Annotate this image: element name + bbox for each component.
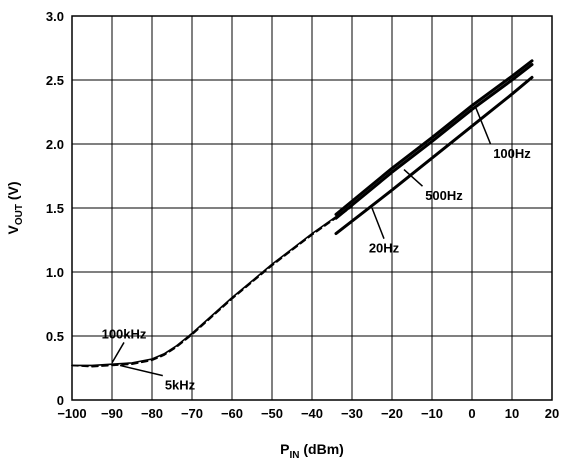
annotation-label: 5kHz <box>165 378 196 393</box>
x-tick-label: 20 <box>545 406 559 421</box>
annotation-leader <box>119 364 163 377</box>
series-line-500hz <box>334 63 534 220</box>
x-axis-label-unit: (dBm) <box>300 441 344 457</box>
y-axis-label-unit: (V) <box>5 181 21 204</box>
y-tick-label: 1.5 <box>46 201 64 216</box>
y-axis: 0 0.5 1.0 1.5 2.0 2.5 3.0 <box>46 9 64 408</box>
y-tick-label: 0 <box>57 393 64 408</box>
y-tick-label: 2.5 <box>46 73 64 88</box>
y-axis-label: VOUT (V) <box>5 181 25 234</box>
x-axis-label: PIN (dBm) <box>280 441 344 461</box>
x-tick-label: −40 <box>301 406 323 421</box>
x-tick-label: −60 <box>221 406 243 421</box>
plot-frame <box>71 15 553 401</box>
y-tick-label: 0.5 <box>46 329 64 344</box>
x-tick-label: −10 <box>421 406 443 421</box>
annotation-leader <box>111 342 125 364</box>
x-tick-label: −80 <box>141 406 163 421</box>
x-axis: −100 −90 −80 −70 −60 −50 −40 −30 −20 −10 0 10 20 <box>57 406 559 421</box>
annotation-leader <box>403 169 424 187</box>
x-tick-label: −30 <box>341 406 363 421</box>
x-axis-label-sub: IN <box>290 450 300 461</box>
series-line-5khz <box>71 205 353 368</box>
annotations: 100kHz 5kHz 100Hz 500Hz 20Hz <box>102 107 531 393</box>
y-axis-label-sub: OUT <box>14 204 25 225</box>
series-line-20hz <box>334 75 534 236</box>
x-tick-label: −100 <box>57 406 86 421</box>
x-tick-label: −70 <box>181 406 203 421</box>
y-tick-label: 3.0 <box>46 9 64 24</box>
x-axis-label-main: P <box>280 441 289 457</box>
annotation-label: 100kHz <box>102 326 147 341</box>
x-tick-label: −90 <box>101 406 123 421</box>
y-axis-label-main: V <box>5 225 21 235</box>
series-group <box>71 59 534 368</box>
annotation-label: 20Hz <box>369 241 400 256</box>
annotation-label: 100Hz <box>493 146 531 161</box>
y-tick-label: 1.0 <box>46 265 64 280</box>
x-tick-label: 10 <box>505 406 519 421</box>
annotation-label: 500Hz <box>425 188 463 203</box>
x-tick-label: −50 <box>261 406 283 421</box>
annotation-leader <box>475 107 492 145</box>
series-line-100hz <box>334 59 534 216</box>
x-tick-label: 0 <box>468 406 475 421</box>
annotation-leader <box>371 207 385 239</box>
grid <box>71 15 553 401</box>
x-tick-label: −20 <box>381 406 403 421</box>
y-tick-label: 2.0 <box>46 137 64 152</box>
series-line-100khz <box>71 204 353 367</box>
